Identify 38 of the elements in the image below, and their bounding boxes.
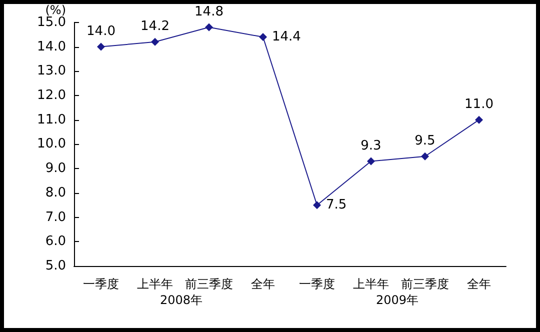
text: 14.4 bbox=[272, 30, 301, 45]
text: 2008年 bbox=[160, 293, 203, 307]
y-tick-label: 9.0 bbox=[45, 161, 66, 176]
y-tick-label: 11.0 bbox=[37, 112, 66, 128]
y-tick-label: 15.0 bbox=[37, 14, 66, 30]
x-tick-label: 一季度 bbox=[299, 277, 335, 291]
text: 7.5 bbox=[326, 198, 347, 213]
point bbox=[259, 33, 267, 42]
text: 2009年 bbox=[376, 293, 419, 307]
y-axis-title: (%) bbox=[45, 3, 66, 17]
y-tick-label: 12.0 bbox=[37, 88, 66, 103]
x-tick-label: 上半年 bbox=[137, 277, 173, 291]
text: 14.2 bbox=[140, 18, 170, 34]
y-tick-label: 5.0 bbox=[45, 258, 66, 274]
text: 14.0 bbox=[86, 24, 116, 39]
point bbox=[205, 23, 213, 32]
y-tick-label: 13.0 bbox=[37, 64, 66, 79]
y-tick-label: 10.0 bbox=[37, 136, 66, 152]
y-tick-label: 14.0 bbox=[37, 39, 66, 54]
x-tick-label: 上半年 bbox=[353, 277, 389, 291]
point bbox=[421, 152, 429, 160]
x-tick-label: 前三季度 bbox=[185, 277, 233, 291]
y-tick-label: 8.0 bbox=[45, 185, 66, 200]
point bbox=[151, 38, 159, 46]
x-tick-label: 一季度 bbox=[83, 277, 119, 291]
y-tick-label: 6.0 bbox=[45, 234, 66, 250]
x-tick-label: 全年 bbox=[467, 277, 491, 291]
point bbox=[97, 42, 105, 51]
text: 11.0 bbox=[464, 96, 494, 112]
y-tick-label: 7.0 bbox=[45, 210, 66, 225]
x-tick-label: 全年 bbox=[251, 277, 275, 291]
text: 9.5 bbox=[414, 133, 436, 148]
point bbox=[313, 201, 321, 210]
x-tick-label: 前三季度 bbox=[401, 277, 449, 291]
point bbox=[475, 116, 483, 124]
point bbox=[367, 157, 375, 166]
text: 9.3 bbox=[360, 138, 382, 154]
text: 14.8 bbox=[194, 4, 224, 20]
